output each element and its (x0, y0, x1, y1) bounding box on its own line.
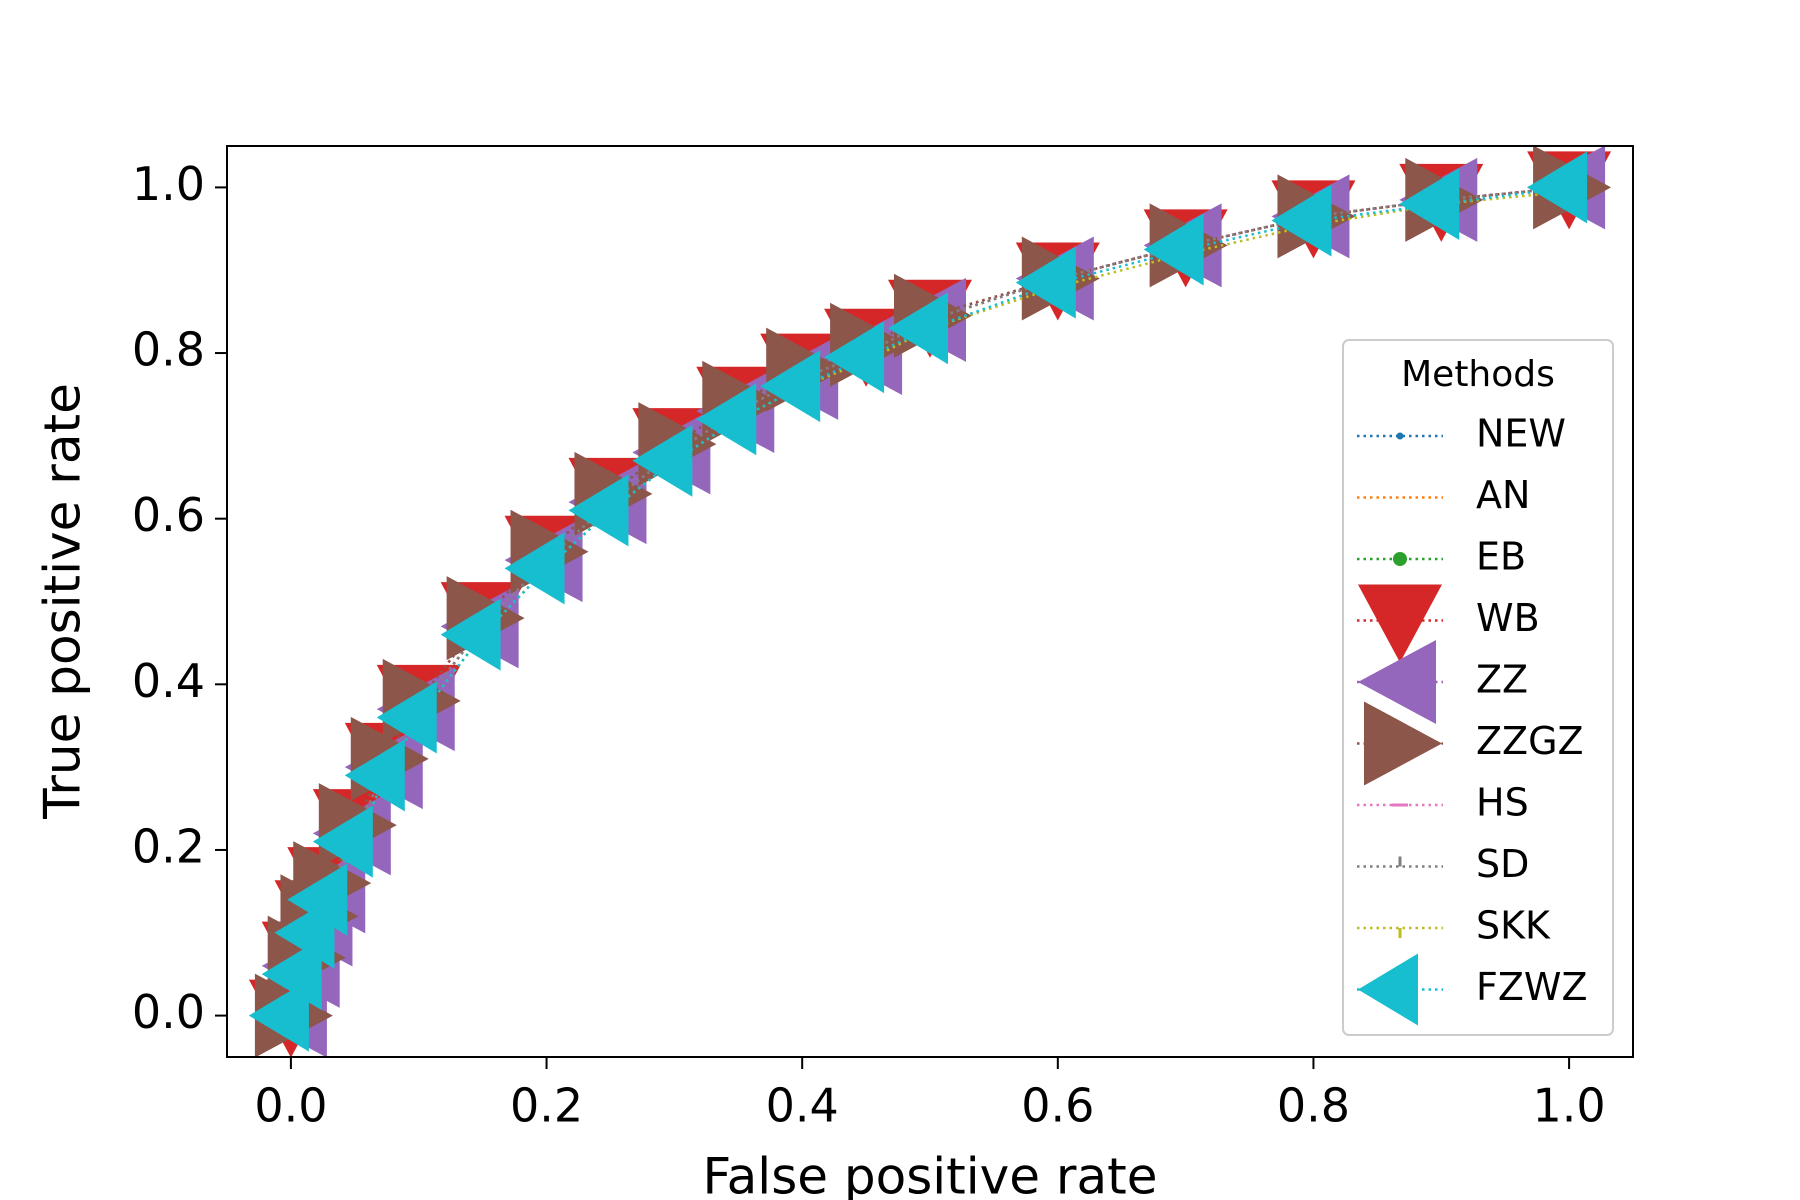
legend-marker (1364, 701, 1442, 786)
legend-title: Methods (1401, 354, 1555, 395)
marker (824, 321, 885, 394)
legend-label: HS (1476, 781, 1529, 825)
marker (440, 598, 501, 671)
legend-label: FZWZ (1476, 965, 1588, 1009)
x-tick-label: 0.2 (510, 1079, 583, 1133)
marker (248, 979, 309, 1052)
x-tick-label: 0.8 (1277, 1079, 1350, 1133)
legend-label: NEW (1476, 412, 1566, 456)
legend-box (1342, 339, 1614, 1036)
plot-frame (226, 145, 1634, 1058)
legend-marker (1358, 953, 1418, 1026)
marker (376, 681, 437, 754)
x-tick-label: 1.0 (1533, 1079, 1606, 1133)
marker (888, 292, 948, 365)
marker (1399, 167, 1460, 240)
x-axis-label: False positive rate (703, 1148, 1158, 1200)
marker (261, 938, 322, 1011)
marker (1271, 184, 1332, 257)
y-tick-label: 0.2 (132, 819, 205, 873)
legend: Methods NEW AN EB WB ZZ ZZGZ HS SD SKK FZWZ (1342, 339, 1614, 1036)
marker (344, 739, 405, 812)
legend-label: WB (1476, 596, 1540, 640)
y-axis-label: True positive rate (34, 383, 92, 820)
marker (568, 474, 629, 547)
legend-label: EB (1476, 535, 1526, 579)
y-tick-label: 0.0 (132, 985, 205, 1039)
legend-marker (1358, 640, 1436, 724)
marker (1015, 246, 1076, 319)
x-tick-label: 0.4 (766, 1079, 839, 1133)
marker (696, 383, 757, 456)
legend-marker (1358, 584, 1442, 663)
marker (287, 863, 348, 936)
x-tick-label: 0.0 (254, 1079, 327, 1133)
y-tick-label: 1.0 (132, 157, 205, 211)
y-tick-label: 0.8 (132, 323, 205, 377)
marker (504, 532, 565, 605)
marker (632, 424, 693, 497)
x-tick-label: 0.6 (1021, 1079, 1094, 1133)
marker (1143, 213, 1204, 286)
legend-marker (1393, 552, 1407, 566)
y-tick-label: 0.6 (132, 488, 205, 542)
legend-label: SD (1476, 842, 1529, 886)
y-tick-label: 0.4 (132, 654, 205, 708)
marker (312, 805, 373, 878)
legend-label: SKK (1476, 904, 1551, 948)
legend-label: ZZ (1476, 658, 1528, 702)
legend-label: ZZGZ (1476, 719, 1584, 763)
legend-label: AN (1476, 473, 1530, 517)
legend-marker (1396, 432, 1404, 440)
marker (760, 350, 821, 423)
marker (1527, 151, 1588, 224)
